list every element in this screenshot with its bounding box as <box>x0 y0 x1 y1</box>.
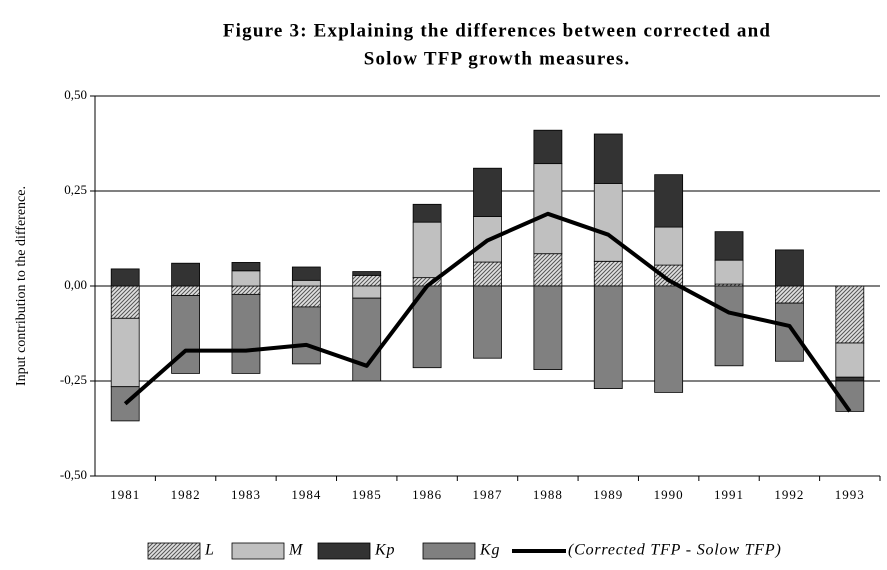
bar-segment <box>473 285 502 359</box>
bar-segment <box>533 253 563 287</box>
y-axis-label: Input contribution to the difference. <box>14 186 29 386</box>
line-series <box>123 211 852 413</box>
y-tick-label: 0,25 <box>64 182 87 197</box>
bar-segment <box>291 266 321 281</box>
x-tick-label: 1982 <box>171 487 201 502</box>
bar-segment <box>473 261 502 287</box>
bar-segment <box>533 129 563 165</box>
x-tick-label: 1985 <box>352 487 382 502</box>
bar-segment <box>714 259 744 285</box>
bar-segment <box>714 285 744 367</box>
bar-segment <box>171 262 200 287</box>
bar-segment <box>110 317 140 388</box>
bar-segment <box>291 306 321 365</box>
y-tick-label: 0,50 <box>64 87 87 102</box>
x-tick-label: 1989 <box>593 487 623 502</box>
bar-segment <box>110 386 140 422</box>
bar-segment <box>291 279 321 287</box>
legend-swatch <box>422 542 476 560</box>
x-tick-label: 1990 <box>654 487 684 502</box>
bar-segment <box>231 285 261 295</box>
bar-segment <box>412 203 442 223</box>
bar-segment <box>231 262 261 272</box>
y-tick-label: 0,00 <box>64 277 87 292</box>
bar-segment <box>835 285 865 344</box>
x-tick-label: 1991 <box>714 487 744 502</box>
x-tick-label: 1992 <box>774 487 804 502</box>
bar-segment <box>593 260 623 287</box>
bar-segment <box>714 231 744 261</box>
bar-segment <box>110 285 140 319</box>
bar-segment <box>352 297 382 382</box>
bar-segment <box>775 285 804 304</box>
bar-segment <box>835 380 865 412</box>
bar-segment <box>654 264 684 287</box>
bar-segment <box>171 285 200 296</box>
bar-segment <box>231 293 261 374</box>
bar-segment <box>593 182 623 262</box>
bar-segment <box>231 270 261 287</box>
y-tick-label: -0,25 <box>60 372 87 387</box>
bar-segment <box>835 342 865 378</box>
x-tick-label: 1993 <box>835 487 865 502</box>
x-tick-label: 1983 <box>231 487 261 502</box>
bar-segment <box>835 376 865 382</box>
legend-label: Kp <box>374 542 395 559</box>
bar-segment <box>291 285 321 308</box>
legend-label: L <box>204 542 215 559</box>
legend-label: Kg <box>479 542 500 559</box>
y-tick-label: -0,50 <box>60 467 87 482</box>
legend-swatch <box>147 542 201 560</box>
bar-segment <box>473 167 502 217</box>
x-tick-label: 1987 <box>473 487 503 502</box>
bar-segment <box>110 268 140 287</box>
bar-segment <box>654 226 684 266</box>
bar-segment <box>775 302 804 362</box>
bar-segment <box>352 274 382 287</box>
x-tick-label: 1984 <box>291 487 321 502</box>
x-tick-label: 1986 <box>412 487 442 502</box>
bar-segment <box>654 174 684 228</box>
chart-title: Solow TFP growth measures. <box>364 48 631 69</box>
legend-swatch <box>317 542 371 560</box>
bar-segment <box>412 221 442 279</box>
bar-segment <box>352 271 382 276</box>
bar-segment <box>775 249 804 287</box>
bar-segment <box>593 133 623 184</box>
bar-segment <box>533 163 563 255</box>
x-tick-label: 1988 <box>533 487 563 502</box>
bar-segment <box>654 285 684 393</box>
bar-segment <box>593 285 623 389</box>
bar-segment <box>352 285 382 299</box>
legend-swatch <box>231 542 285 560</box>
legend-label: (Corrected TFP - Solow TFP) <box>568 542 782 559</box>
bar-segment <box>533 285 563 370</box>
x-tick-label: 1981 <box>110 487 140 502</box>
legend-label: M <box>288 542 304 559</box>
chart-title: Figure 3: Explaining the differences bet… <box>223 20 771 41</box>
